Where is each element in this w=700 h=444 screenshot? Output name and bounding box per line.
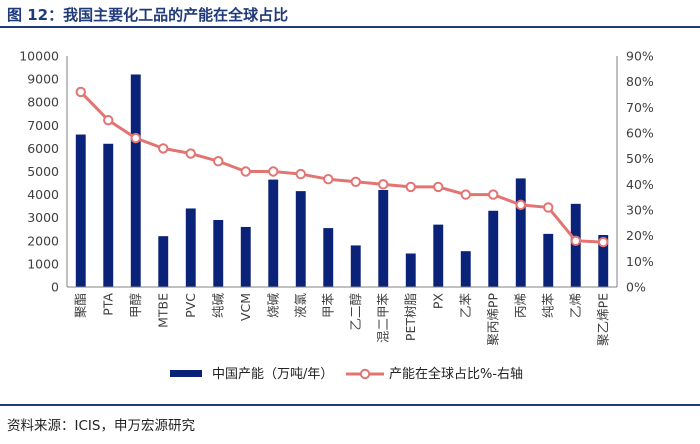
share-point-乙烯 xyxy=(570,235,581,247)
x-tick-label: PET树脂 xyxy=(403,293,418,341)
x-tick-label: 聚丙烯PP xyxy=(485,293,500,346)
bar-甲醇 xyxy=(130,74,141,287)
right-axis-tick-label: 90% xyxy=(626,49,654,64)
line-series xyxy=(75,86,609,248)
source-note: 资料来源：ICIS，申万宏源研究 xyxy=(7,418,195,434)
right-axis-tick-label: 40% xyxy=(626,177,654,192)
bar-丙烯 xyxy=(515,178,526,287)
x-tick-label: 混二甲苯 xyxy=(375,293,390,344)
x-tick-label: 烧碱 xyxy=(265,293,280,319)
share-point-PTA xyxy=(103,114,114,126)
chart-axes: 0 1000 2000 3000 4000 5000 6000 7000 8000 9000 100… xyxy=(19,49,654,295)
x-tick-label: PTA xyxy=(100,293,115,316)
share-point-PET树脂 xyxy=(405,181,416,193)
bar-聚丙烯PP xyxy=(488,210,499,287)
bar-甲苯 xyxy=(323,228,334,287)
x-tick-label: MTBE xyxy=(155,293,170,328)
x-tick-label: 纯苯 xyxy=(540,293,555,319)
right-axis-tick-label: 10% xyxy=(626,254,654,269)
bar-PTA xyxy=(103,143,114,287)
right-axis-tick-label: 70% xyxy=(626,100,654,115)
share-point-纯碱 xyxy=(213,156,224,167)
x-axis-tick-labels: 聚酯 PTA 甲醇 MTBE PVC 纯碱 VCM 烧碱 液氯 甲苯 乙二醇 混二甲苯 PET树脂 PX 乙… xyxy=(73,293,611,346)
legend-line-label: 产能在全球占比%-右轴 xyxy=(389,366,523,382)
bar-line-chart: 0 1000 2000 3000 4000 5000 6000 7000 8000 9000 100… xyxy=(19,49,654,383)
figure-title: 图 12：我国主要化工品的产能在全球占比 xyxy=(7,6,289,24)
left-axis-tick-label: 4000 xyxy=(27,187,59,202)
bar-VCM xyxy=(240,226,251,287)
x-tick-label: PVC xyxy=(183,293,198,318)
bar-PVC xyxy=(185,208,196,287)
x-tick-label: PX xyxy=(430,293,445,310)
left-axis-tick-label: 5000 xyxy=(27,164,59,179)
share-point-混二甲苯 xyxy=(378,179,389,190)
share-point-液氯 xyxy=(295,168,306,180)
share-point-PX xyxy=(433,181,444,193)
right-axis-tick-label: 30% xyxy=(626,203,654,218)
x-tick-label: 聚乙烯PE xyxy=(595,293,610,346)
left-axis-tick-label: 2000 xyxy=(27,233,59,248)
share-point-烧碱 xyxy=(268,166,279,177)
x-tick-label: 聚酯 xyxy=(73,293,88,318)
bar-混二甲苯 xyxy=(378,189,389,287)
right-axis-tick-label: 50% xyxy=(626,151,654,166)
title-divider xyxy=(0,26,700,28)
bar-series xyxy=(75,74,609,287)
x-tick-label: 液氯 xyxy=(293,293,308,319)
x-tick-label: 乙烯 xyxy=(568,293,583,318)
share-point-甲醇 xyxy=(130,132,141,144)
chart-legend: 中国产能（万吨/年） 产能在全球占比%-右轴 xyxy=(170,366,523,382)
right-axis-tick-label: 60% xyxy=(626,126,654,141)
bar-乙苯 xyxy=(460,251,471,287)
x-tick-label: 甲苯 xyxy=(320,293,335,319)
right-axis-tick-label: 80% xyxy=(626,74,654,89)
legend-bar-label: 中国产能（万吨/年） xyxy=(212,367,333,382)
share-point-纯苯 xyxy=(543,202,554,213)
bar-聚酯 xyxy=(75,134,86,287)
bar-PX xyxy=(433,224,444,287)
legend-line-marker xyxy=(359,368,371,380)
right-axis-tick-label: 0% xyxy=(626,280,646,295)
x-tick-label: VCM xyxy=(238,293,253,321)
footer-divider xyxy=(0,404,700,406)
right-axis-tick-label: 20% xyxy=(626,228,654,243)
share-point-聚酯 xyxy=(75,86,86,98)
left-axis-tick-label: 10000 xyxy=(19,49,59,64)
share-point-聚乙烯PE xyxy=(598,236,609,248)
left-axis-tick-label: 7000 xyxy=(27,118,59,133)
share-point-MTBE xyxy=(158,143,169,154)
left-axis-tick-label: 6000 xyxy=(27,141,59,156)
share-point-甲苯 xyxy=(323,174,334,185)
bar-MTBE xyxy=(158,236,169,287)
bar-聚乙烯PE xyxy=(598,235,609,287)
left-axis-tick-label: 3000 xyxy=(27,210,59,225)
bar-液氯 xyxy=(295,191,306,287)
share-point-乙苯 xyxy=(460,189,471,200)
share-point-乙二醇 xyxy=(350,176,361,187)
x-tick-label: 乙苯 xyxy=(458,293,473,319)
left-axis-tick-label: 0 xyxy=(51,280,59,295)
bar-烧碱 xyxy=(268,179,279,287)
share-point-VCM xyxy=(240,166,251,177)
bar-纯碱 xyxy=(213,220,224,287)
left-axis-tick-label: 8000 xyxy=(27,95,59,110)
legend-bar-swatch xyxy=(170,370,202,377)
share-point-丙烯 xyxy=(515,199,526,211)
x-tick-label: 丙烯 xyxy=(513,293,528,318)
x-tick-label: 甲醇 xyxy=(128,293,143,318)
left-axis-tick-label: 9000 xyxy=(27,72,59,87)
bar-乙二醇 xyxy=(350,245,361,287)
bar-纯苯 xyxy=(543,233,554,287)
bar-PET树脂 xyxy=(405,253,416,287)
x-tick-label: 纯碱 xyxy=(210,293,225,319)
x-tick-label: 乙二醇 xyxy=(348,293,363,331)
share-point-聚丙烯PP xyxy=(488,189,499,200)
share-point-PVC xyxy=(185,148,196,159)
left-axis-tick-label: 1000 xyxy=(27,256,59,271)
